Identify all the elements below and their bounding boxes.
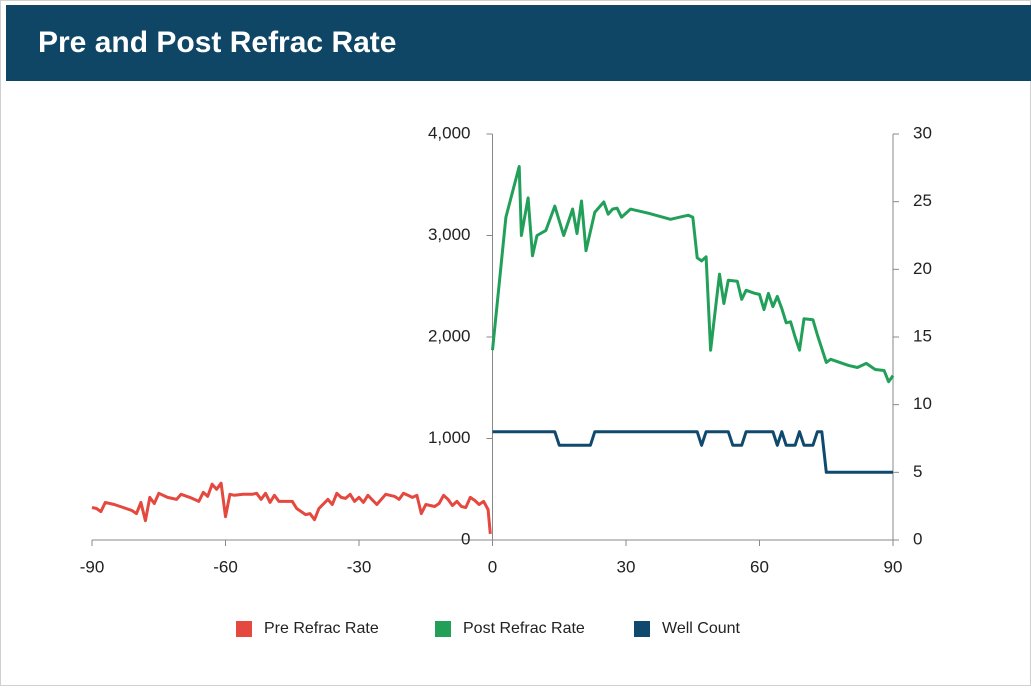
chart-title: Pre and Post Refrac Rate	[38, 26, 396, 59]
legend-label: Post Refrac Rate	[463, 620, 585, 637]
series-line	[491, 165, 895, 384]
x-tick-label: -90	[80, 557, 105, 576]
y2-tick-label: 0	[913, 529, 922, 548]
y2-tick-label: 10	[913, 394, 932, 413]
x-tick-label: 60	[750, 557, 769, 576]
legend-swatch	[236, 621, 252, 637]
y2-tick-label: 15	[913, 326, 932, 345]
series-line	[91, 481, 492, 535]
x-tick-label: 30	[617, 557, 636, 576]
legend-label: Pre Refrac Rate	[264, 620, 379, 637]
legend-label: Well Count	[662, 620, 741, 637]
header-bar	[6, 5, 1031, 81]
x-tick-label: 0	[488, 557, 497, 576]
y2-tick-label: 20	[913, 259, 932, 278]
series-line	[492, 430, 893, 474]
legend-swatch	[634, 621, 650, 637]
y-tick-label: 1,000	[428, 428, 471, 447]
y-tick-label: 4,000	[428, 123, 471, 142]
y2-tick-label: 5	[913, 462, 922, 481]
y2-tick-label: 25	[913, 191, 932, 210]
x-tick-label: -30	[347, 557, 372, 576]
y-tick-label: 0	[461, 529, 470, 548]
y-tick-label: 3,000	[428, 225, 471, 244]
x-tick-label: 90	[884, 557, 903, 576]
y-tick-label: 2,000	[428, 326, 471, 345]
y2-tick-label: 30	[913, 123, 932, 142]
legend-swatch	[435, 621, 451, 637]
x-tick-label: -60	[213, 557, 238, 576]
